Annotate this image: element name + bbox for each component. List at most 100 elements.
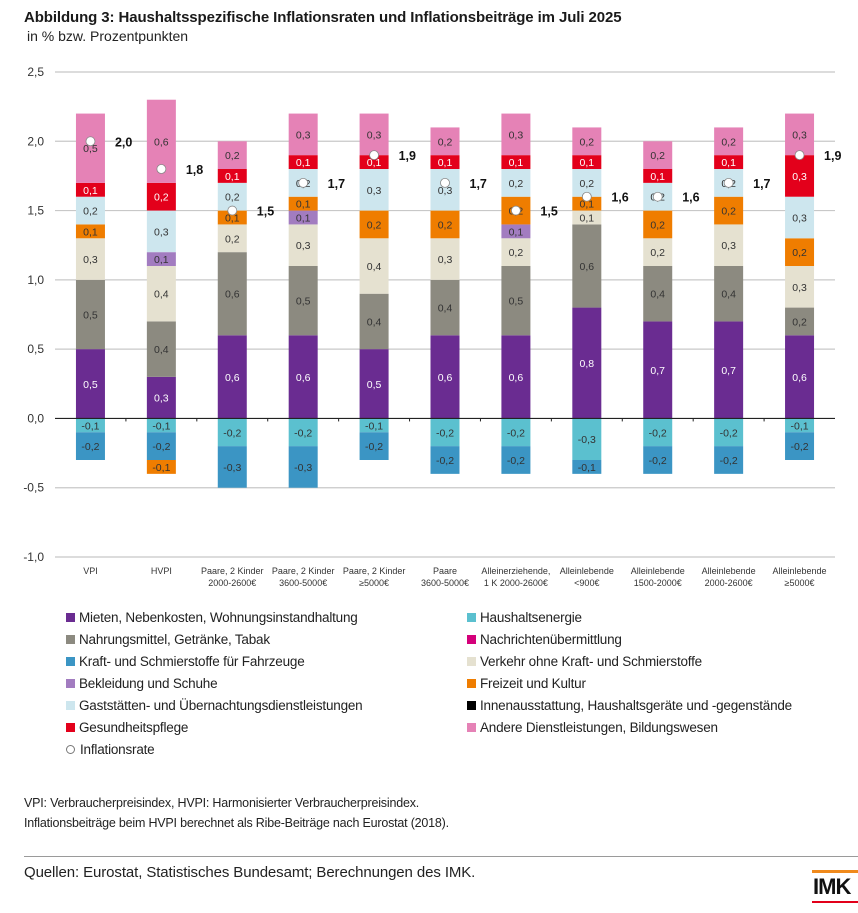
segment-value-label: 0,1 [296, 199, 311, 211]
bar-segment-verkehr [146, 266, 176, 322]
bar-segment-gesundheit [643, 169, 673, 183]
segment-value-label: 0,3 [296, 129, 311, 141]
bar-segment-verkehr [430, 238, 460, 280]
segment-value-label: 0,5 [83, 310, 98, 322]
chart-title: Abbildung 3: Haushaltsspezifische Inflat… [24, 9, 622, 26]
bar-segment-freizeit [572, 196, 602, 211]
bar-segment-verkehr [501, 238, 531, 266]
bar-segment-kraftstoffe [288, 446, 318, 488]
inflation-rate-marker [581, 191, 592, 202]
bar-segment-nahrung [430, 279, 460, 336]
bar-segment-mieten [217, 335, 247, 419]
x-category-label: 2000-2600€ [208, 578, 256, 588]
segment-value-label: 0,6 [438, 372, 453, 384]
legend-item: Nachrichtenübermittlung [467, 629, 622, 649]
y-tick-label: 2,5 [27, 65, 44, 79]
bar-segment-gaststaetten [75, 196, 105, 225]
segment-value-label: 0,1 [650, 171, 665, 183]
legend-swatch [467, 700, 476, 710]
segment-value-label: -0,1 [81, 420, 99, 432]
segment-value-label: 0,6 [225, 372, 240, 384]
zero-axis [55, 417, 835, 422]
segment-value-label: 0,2 [650, 247, 665, 259]
segment-value-label: 0,3 [721, 240, 736, 252]
bar-segment-kraftstoffe [359, 432, 389, 460]
note-ribe: Inflationsbeiträge beim HVPI berechnet a… [24, 816, 449, 830]
logo-red-bar [812, 901, 858, 903]
y-tick-label: 1,5 [27, 204, 44, 218]
inflation-rate-label: 1,7 [470, 177, 487, 191]
y-tick-label: 0,5 [27, 342, 44, 356]
legend-swatch [66, 722, 75, 732]
segment-value-label: -0,2 [436, 455, 454, 467]
segment-value-label: 0,3 [367, 129, 382, 141]
bar-segment-andere [785, 113, 815, 156]
segment-value-label: 0,6 [154, 136, 169, 148]
bar-segment-freizeit [714, 196, 744, 225]
segment-value-label: 0,6 [225, 289, 240, 301]
segment-value-label: 0,4 [367, 261, 382, 273]
segment-value-label: 0,3 [792, 171, 807, 183]
segment-value-label: 0,1 [83, 185, 98, 197]
segment-value-label: -0,2 [720, 427, 738, 439]
legend-swatch [66, 700, 75, 710]
legend-item: Haushaltsenergie [467, 607, 582, 627]
legend-item: Nahrungsmittel, Getränke, Tabak [66, 629, 270, 649]
x-category-label: 2000-2600€ [705, 578, 753, 588]
bar-segment-nahrung [643, 266, 673, 322]
x-axis-ticks: VPI HVPI Paare, 2 Kinder 2000-2600€ Paare, 2… [83, 566, 826, 588]
segment-value-label: 0,5 [83, 143, 98, 155]
bar-segment-gaststaetten [146, 210, 176, 253]
bar-segment-andere [288, 113, 318, 156]
bar-segment-energie [288, 418, 318, 447]
inflation-rate-marker [440, 177, 450, 188]
bar-segment-verkehr [217, 224, 247, 253]
inflation-rate-marker [723, 177, 734, 188]
bar-segment-andere [643, 141, 673, 169]
bar-segment-bekleidung [501, 224, 531, 239]
segment-value-label: 0,1 [580, 213, 595, 225]
segment-value-label: 0,1 [580, 199, 595, 211]
bar-segment-nahrung [75, 279, 105, 350]
bar-segment-kraftstoffe [146, 432, 176, 460]
inflation-rate-marker [156, 164, 167, 174]
bar-segment-verkehr [714, 224, 744, 266]
bar-segment-kraftstoffe [75, 432, 105, 460]
segment-value-label: -0,1 [152, 462, 170, 474]
segment-value-label: 0,3 [154, 393, 169, 405]
bar-segment-energie [785, 418, 815, 433]
bar-segment-freizeit [643, 210, 673, 239]
bar-segment-mieten [785, 335, 815, 419]
x-category-label: HVPI [151, 566, 172, 576]
legend-swatch [467, 722, 476, 732]
segment-value-label: -0,1 [365, 420, 383, 432]
bar-segment-gaststaetten [430, 169, 460, 211]
segment-value-label: 0,2 [438, 219, 453, 231]
segment-value-label: 0,7 [721, 365, 736, 377]
bar-segment-kraftstoffe [501, 446, 531, 474]
segment-value-label: -0,2 [507, 427, 525, 439]
segment-value-label: 0,2 [438, 136, 453, 148]
segment-value-label: 0,4 [154, 344, 169, 356]
segment-value-label: -0,1 [152, 420, 170, 432]
segment-value-label: 0,3 [83, 254, 98, 266]
x-category-label: Alleinlebende [773, 566, 827, 576]
segment-value-label: 0,1 [367, 157, 382, 169]
legend-label: Gaststätten- und Übernachtungsdienstleis… [79, 697, 363, 713]
segment-value-label: 0,6 [296, 372, 311, 384]
segment-value-label: 0,3 [438, 254, 453, 266]
bar-segment-gaststaetten [359, 169, 389, 211]
bar-segment-verkehr [75, 238, 105, 280]
inflation-rate-marker [227, 205, 238, 216]
bar-segment-bekleidung [288, 210, 318, 225]
inflation-rate-marker [85, 136, 96, 147]
segment-value-label: -0,2 [294, 427, 312, 439]
x-category-label: 1 K 2000-2600€ [484, 578, 548, 588]
bar-segment-gaststaetten [501, 169, 531, 197]
x-category-label: Paare, 2 Kinder [272, 566, 335, 576]
segment-value-label: 0,6 [580, 261, 595, 273]
inflation-rate-marker [794, 150, 805, 161]
segment-value-label: 0,5 [509, 296, 524, 308]
inflation-rate-label: 1,8 [186, 163, 203, 177]
bar-segment-freizeit [785, 238, 815, 266]
